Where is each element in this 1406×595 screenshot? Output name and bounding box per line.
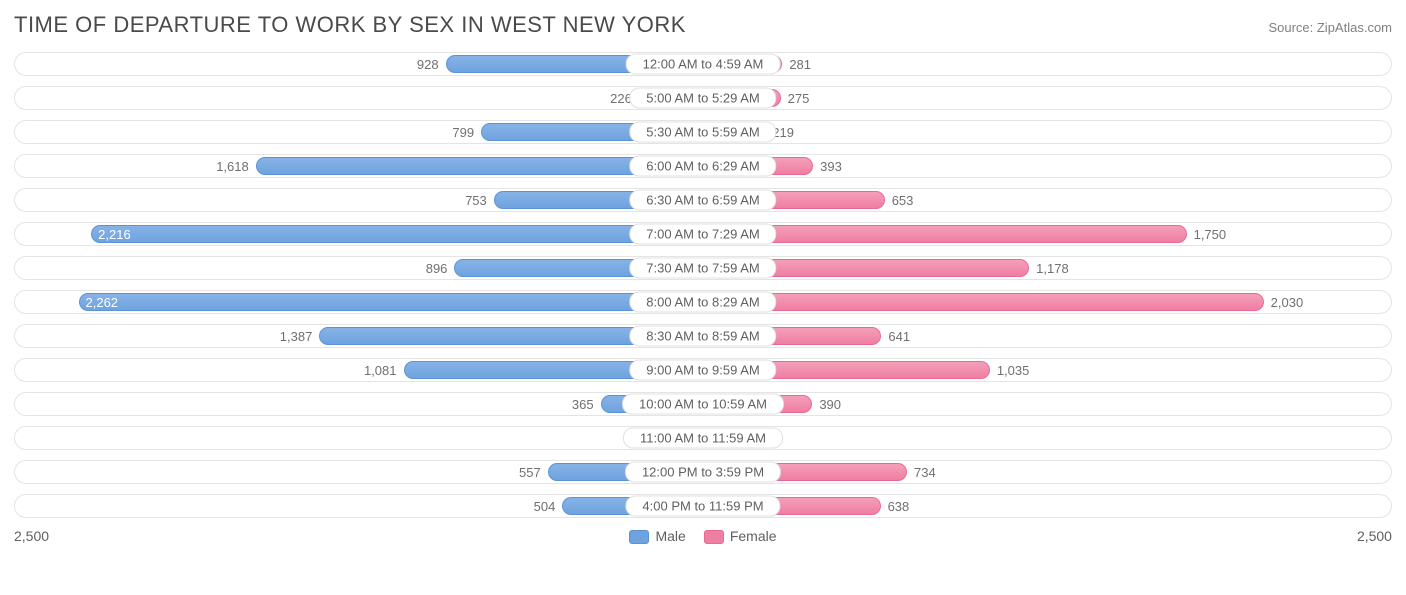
category-label: 4:00 PM to 11:59 PM: [625, 496, 780, 517]
chart-row: 896 1,178 7:30 AM to 7:59 AM: [14, 256, 1392, 280]
male-bar: 2,262: [79, 293, 702, 311]
female-half: 281: [703, 53, 1391, 75]
male-half: 1,387: [15, 325, 703, 347]
female-value: 275: [780, 91, 810, 106]
female-half: 1,035: [703, 359, 1391, 381]
chart-footer: 2,500 Male Female 2,500: [14, 528, 1392, 544]
chart-row: 226 275 5:00 AM to 5:29 AM: [14, 86, 1392, 110]
female-half: 638: [703, 495, 1391, 517]
male-value: 1,618: [216, 159, 257, 174]
male-value: 1,387: [280, 329, 321, 344]
male-half: 2,262: [15, 291, 703, 313]
legend-item-male: Male: [629, 528, 685, 544]
category-label: 5:30 AM to 5:59 AM: [629, 122, 776, 143]
female-bar: 2,030: [705, 293, 1264, 311]
category-label: 10:00 AM to 10:59 AM: [622, 394, 784, 415]
female-half: 390: [703, 393, 1391, 415]
chart-source: Source: ZipAtlas.com: [1268, 20, 1392, 35]
chart-row: 365 390 10:00 AM to 10:59 AM: [14, 392, 1392, 416]
category-label: 7:30 AM to 7:59 AM: [629, 258, 776, 279]
female-value: 638: [880, 499, 910, 514]
chart-row: 928 28112:00 AM to 4:59 AM: [14, 52, 1392, 76]
axis-max-right: 2,500: [1357, 528, 1392, 544]
female-half: 1,178: [703, 257, 1391, 279]
female-half: 393: [703, 155, 1391, 177]
male-half: 226: [15, 87, 703, 109]
female-half: 734: [703, 461, 1391, 483]
female-half: 1,750: [703, 223, 1391, 245]
female-half: 2,030: [703, 291, 1391, 313]
male-half: 1,081: [15, 359, 703, 381]
category-label: 12:00 PM to 3:59 PM: [625, 462, 781, 483]
male-swatch-icon: [629, 530, 649, 544]
female-value: 393: [812, 159, 842, 174]
chart-row: 799 2195:30 AM to 5:59 AM: [14, 120, 1392, 144]
female-swatch-icon: [704, 530, 724, 544]
female-half: 219: [703, 121, 1391, 143]
male-value: 799: [452, 125, 482, 140]
female-value: 1,750: [1186, 227, 1227, 242]
male-value: 753: [465, 193, 495, 208]
category-label: 7:00 AM to 7:29 AM: [629, 224, 776, 245]
male-bar: 2,216: [91, 225, 701, 243]
chart-row: 1,618 393 6:00 AM to 6:29 AM: [14, 154, 1392, 178]
male-value: 504: [534, 499, 564, 514]
female-value: 1,178: [1028, 261, 1069, 276]
male-half: 1,618: [15, 155, 703, 177]
legend-item-female: Female: [704, 528, 777, 544]
chart-row: 2,2161,7507:00 AM to 7:29 AM: [14, 222, 1392, 246]
female-value: 281: [781, 57, 811, 72]
category-label: 6:00 AM to 6:29 AM: [629, 156, 776, 177]
diverging-bar-chart: 928 28112:00 AM to 4:59 AM 226 275 5:00 AM t…: [14, 52, 1392, 518]
male-half: 928: [15, 53, 703, 75]
male-half: 799: [15, 121, 703, 143]
female-bar: 1,750: [705, 225, 1187, 243]
female-value: 641: [880, 329, 910, 344]
chart-row: 1,387 641 8:30 AM to 8:59 AM: [14, 324, 1392, 348]
legend-male-label: Male: [655, 528, 685, 544]
category-label: 6:30 AM to 6:59 AM: [629, 190, 776, 211]
female-value: 390: [811, 397, 841, 412]
chart-row: 753 653 6:30 AM to 6:59 AM: [14, 188, 1392, 212]
male-value: 1,081: [364, 363, 405, 378]
female-value: 653: [884, 193, 914, 208]
male-half: 896: [15, 257, 703, 279]
category-label: 8:00 AM to 8:29 AM: [629, 292, 776, 313]
chart-title: TIME OF DEPARTURE TO WORK BY SEX IN WEST…: [14, 12, 686, 38]
legend-female-label: Female: [730, 528, 777, 544]
category-label: 5:00 AM to 5:29 AM: [629, 88, 776, 109]
male-value: 2,216: [98, 227, 131, 242]
female-value: 2,030: [1263, 295, 1304, 310]
female-value: 734: [906, 465, 936, 480]
male-value: 557: [519, 465, 549, 480]
female-half: 653: [703, 189, 1391, 211]
male-value: 896: [426, 261, 456, 276]
category-label: 9:00 AM to 9:59 AM: [629, 360, 776, 381]
chart-row: 2816411:00 AM to 11:59 AM: [14, 426, 1392, 450]
female-half: 164: [703, 427, 1391, 449]
male-half: 2,216: [15, 223, 703, 245]
male-half: 28: [15, 427, 703, 449]
chart-header: TIME OF DEPARTURE TO WORK BY SEX IN WEST…: [14, 12, 1392, 38]
male-half: 365: [15, 393, 703, 415]
chart-row: 504 638 4:00 PM to 11:59 PM: [14, 494, 1392, 518]
chart-row: 2,2622,0308:00 AM to 8:29 AM: [14, 290, 1392, 314]
category-label: 8:30 AM to 8:59 AM: [629, 326, 776, 347]
male-value: 365: [572, 397, 602, 412]
axis-max-left: 2,500: [14, 528, 49, 544]
male-value: 928: [417, 57, 447, 72]
male-half: 557: [15, 461, 703, 483]
category-label: 12:00 AM to 4:59 AM: [626, 54, 781, 75]
female-value: 1,035: [989, 363, 1030, 378]
legend: Male Female: [629, 528, 776, 544]
male-half: 504: [15, 495, 703, 517]
female-half: 641: [703, 325, 1391, 347]
male-value: 2,262: [86, 295, 119, 310]
chart-row: 557 734 12:00 PM to 3:59 PM: [14, 460, 1392, 484]
category-label: 11:00 AM to 11:59 AM: [623, 428, 783, 449]
female-half: 275: [703, 87, 1391, 109]
male-half: 753: [15, 189, 703, 211]
chart-row: 1,081 1,035 9:00 AM to 9:59 AM: [14, 358, 1392, 382]
